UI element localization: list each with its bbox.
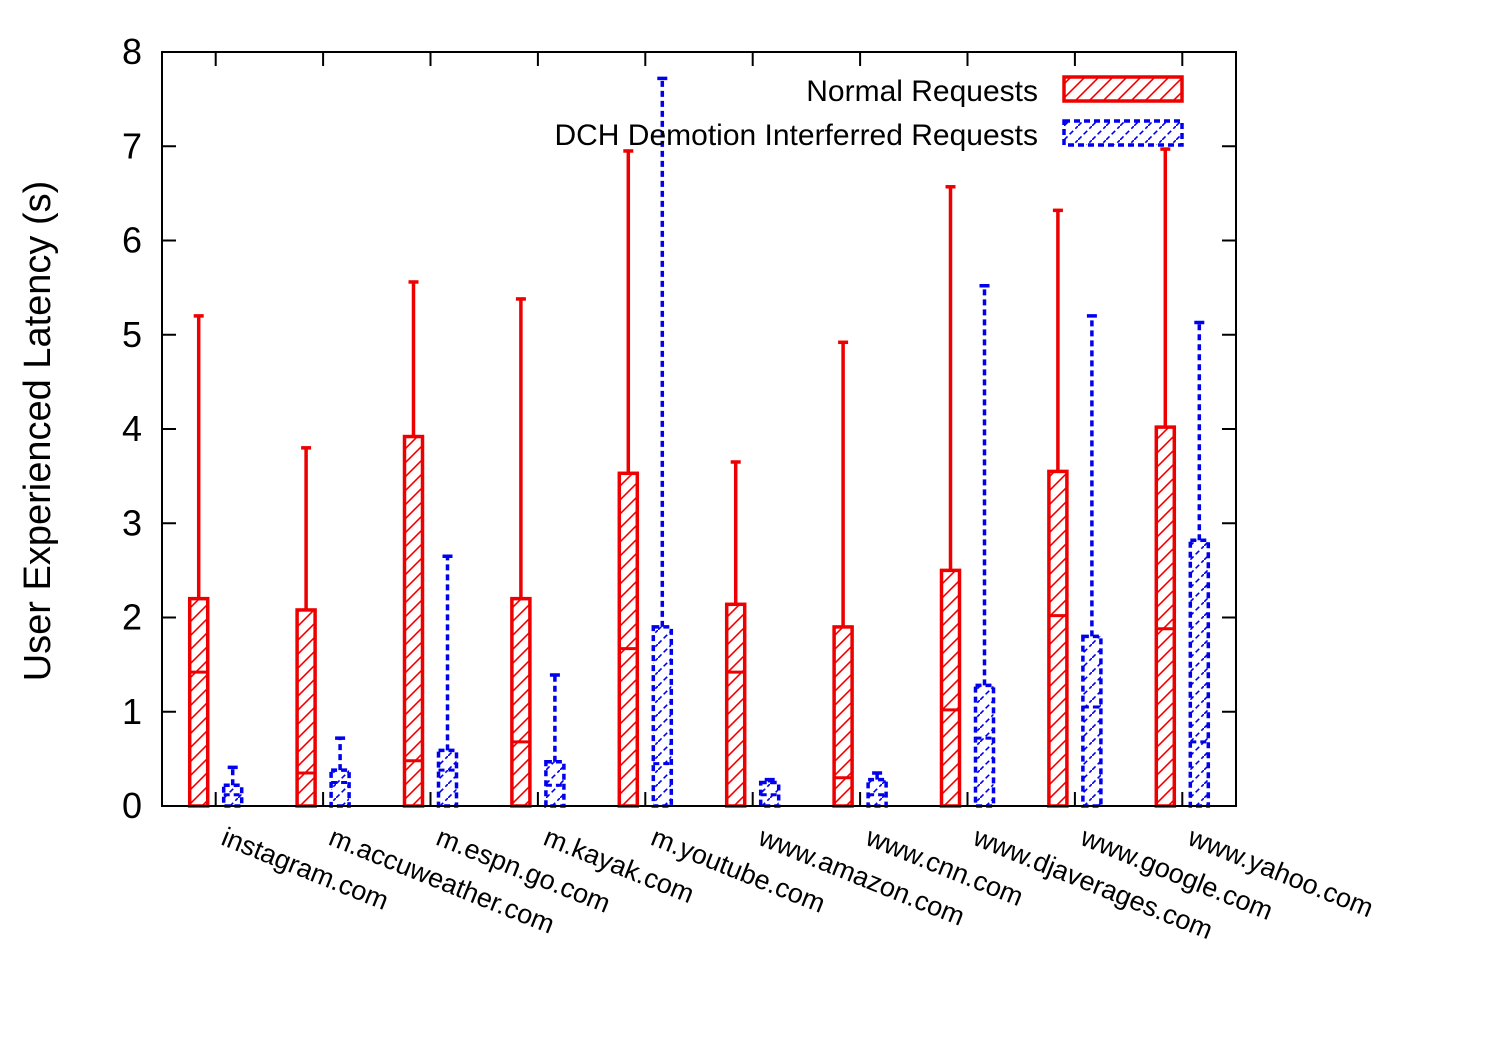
bars: [187, 76, 1211, 808]
bar: [329, 768, 351, 808]
bar-group: [187, 314, 210, 808]
bar-group: [295, 446, 317, 808]
plot-frame: [161, 51, 1237, 807]
bar: [1188, 538, 1211, 808]
y-tick-label: 6: [122, 220, 142, 261]
y-tick-label: 8: [122, 31, 142, 72]
legend-label: Normal Requests: [806, 75, 1038, 108]
y-tick-label: 4: [122, 408, 142, 449]
bar: [510, 596, 532, 808]
bar-group: [1047, 208, 1069, 808]
y-tick-label: 3: [122, 502, 142, 543]
bar: [1047, 469, 1069, 808]
bar-group: [1154, 147, 1177, 808]
bar-group: [221, 765, 244, 808]
bar-group: [1188, 320, 1211, 808]
bar: [1081, 634, 1103, 808]
y-tick-label: 2: [122, 597, 142, 638]
y-tick-label: 0: [122, 785, 142, 826]
bar-group: [651, 76, 674, 808]
bar-group: [724, 460, 747, 808]
bar: [617, 471, 640, 808]
y-tick-label: 5: [122, 314, 142, 355]
bar-group: [510, 297, 532, 808]
y-tick-label: 7: [122, 125, 142, 166]
legend-label: DCH Demotion Interferred Requests: [554, 119, 1038, 152]
bar-group: [1081, 314, 1103, 808]
legend-swatch: [1062, 75, 1184, 103]
bar: [295, 608, 317, 808]
legend: Normal Requests DCH Demotion Interferred …: [554, 75, 1184, 152]
bar-group: [617, 149, 640, 808]
bar: [866, 777, 888, 808]
y-axis-title: User Experienced Latency (s): [17, 181, 59, 682]
bar-group: [973, 283, 996, 808]
y-tick-label: 1: [122, 691, 142, 732]
legend-swatch: [1062, 119, 1184, 147]
bar: [939, 568, 962, 808]
bar-group: [832, 340, 854, 808]
bar: [402, 434, 425, 808]
bar: [724, 602, 747, 808]
bar: [436, 748, 459, 808]
bar-group: [402, 280, 425, 808]
bar-group: [758, 777, 781, 808]
bar: [221, 783, 244, 808]
bar-group: [329, 736, 351, 808]
y-axis-ticks: 0 1 2 3 4 5 6 7 8: [122, 31, 1236, 826]
bar-group: [939, 185, 962, 808]
bar: [651, 625, 674, 808]
x-axis-labels: instagram.comm.accuweather.comm.espn.go.…: [214, 52, 1378, 945]
bar: [973, 683, 996, 808]
bar: [187, 596, 210, 808]
bar-group: [866, 771, 888, 808]
bar: [1154, 425, 1177, 808]
bar-group: [436, 554, 459, 808]
bar-group: [544, 673, 566, 808]
